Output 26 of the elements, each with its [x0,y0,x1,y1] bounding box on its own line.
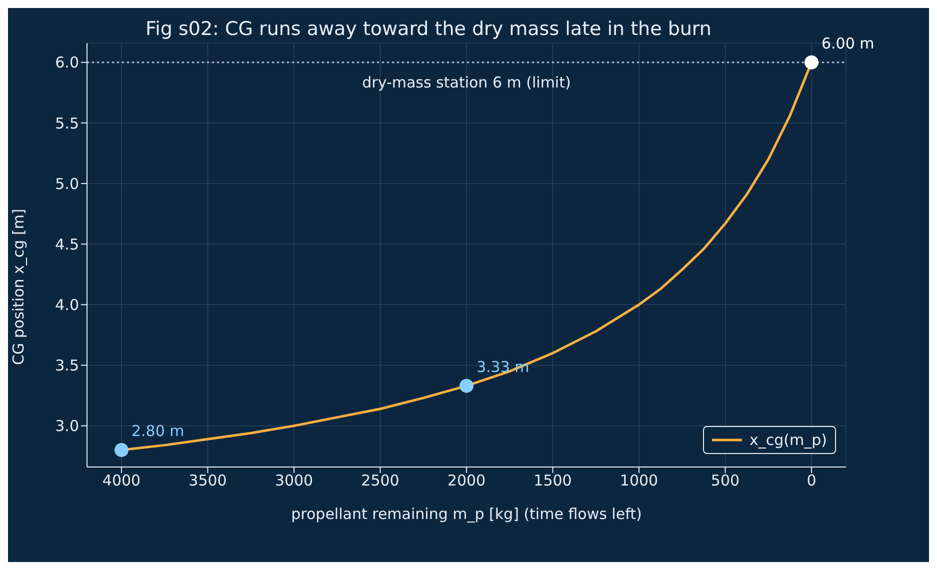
y-tick-label: 5.5 [55,114,79,132]
x-tick-label: 2500 [361,472,400,490]
x-tick-label: 4000 [102,472,141,490]
y-tick-label: 4.5 [55,235,79,254]
y-tick-label: 5.0 [55,174,79,193]
point [804,55,818,70]
legend-label: x_cg(m_p) [750,431,827,449]
x-tick-label: 0 [806,472,816,490]
x-tick-label: 500 [710,472,740,490]
x-tick-label: 3500 [188,472,227,490]
data-label: 6.00 m [822,34,874,52]
point [114,443,128,458]
data-label: 2.80 m [132,422,184,440]
y-axis-title: CG position x_cg [m] [9,208,28,365]
ref-line-label: dry-mass station 6 m (limit) [362,73,571,92]
x-tick-label: 2000 [447,472,486,490]
y-tick-label: 3.5 [55,356,79,375]
x-tick-label: 3000 [274,472,314,490]
y-tick-label: 6.0 [55,54,79,72]
y-tick-label: 4.0 [55,296,79,314]
x-axis-title: propellant remaining m_p [kg] (time flows left) [291,505,642,523]
x-tick-label: 1500 [534,472,572,490]
chart-title: Fig s02: CG runs away toward the dry mass late in the burn [146,18,712,40]
x-tick-label: 1000 [620,472,658,490]
y-tick-label: 3.0 [55,417,79,436]
point [460,378,474,393]
